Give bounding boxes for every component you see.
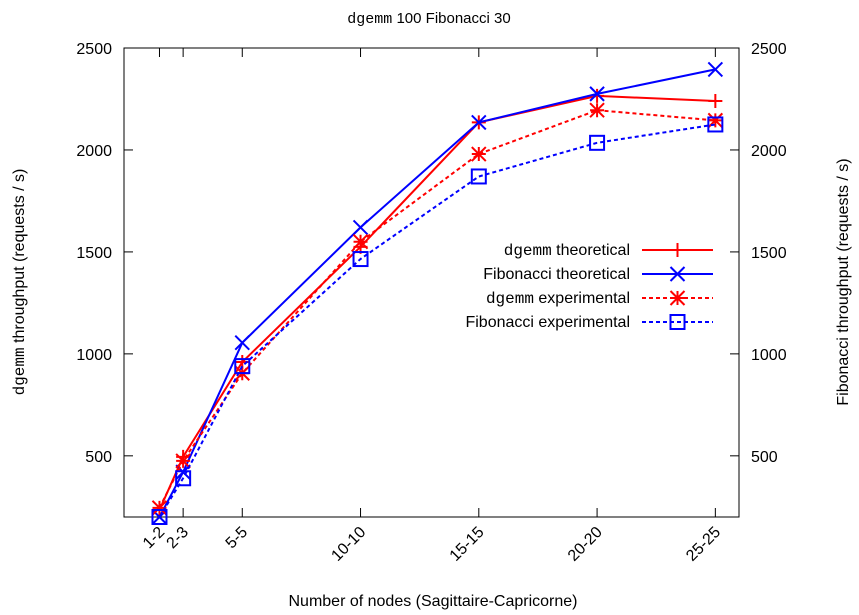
y-tick-label-left: 2500 <box>76 41 112 58</box>
series-line <box>158 109 716 509</box>
y-axis-label-left: dgemm throughput (requests / s) <box>11 169 29 396</box>
x-tick-label: 10-10 <box>328 524 369 565</box>
data-point <box>352 234 369 250</box>
data-point <box>589 134 606 151</box>
y-tick-label-left: 1000 <box>76 347 112 364</box>
y-tick-label-left: 500 <box>85 449 112 466</box>
series-layer <box>151 61 724 525</box>
series-3 <box>151 116 724 525</box>
y-tick-label-right: 2500 <box>751 41 787 58</box>
y-tick-label-left: 1500 <box>76 245 112 262</box>
legend-entry: dgemm experimental <box>486 290 713 308</box>
data-point <box>589 102 605 118</box>
plot-frame <box>123 47 740 518</box>
y-tick-label-left: 2000 <box>76 143 112 160</box>
data-point <box>151 500 168 516</box>
series-0 <box>152 88 723 517</box>
legend-marker <box>669 314 686 330</box>
legend-marker <box>669 266 686 282</box>
data-point <box>470 168 487 185</box>
data-point <box>471 114 487 131</box>
data-point <box>707 116 724 133</box>
y-axis-label-right: Fibonacci throughput (requests / s) <box>835 158 852 405</box>
data-point <box>234 358 251 375</box>
x-axis-label: Number of nodes (Sagittaire-Capricorne) <box>288 593 577 610</box>
data-point <box>352 219 369 236</box>
series-1 <box>151 61 724 525</box>
data-point <box>234 334 250 351</box>
y-tick-label-right: 2000 <box>751 143 787 160</box>
y-tick-label-right: 500 <box>751 449 778 466</box>
y-tick-label-right: 1000 <box>751 347 787 364</box>
x-tick-label: 25-25 <box>683 524 724 565</box>
legend-marker <box>670 243 685 257</box>
x-tick-label: 15-15 <box>447 524 488 565</box>
legend-marker <box>669 290 686 306</box>
data-point <box>589 86 605 102</box>
data-point <box>151 509 168 525</box>
data-point <box>175 453 191 469</box>
x-tick-label: 20-20 <box>565 524 606 565</box>
legend-label: dgemm experimental <box>486 290 630 308</box>
chart-title: dgemm 100 Fibonacci 30 <box>347 10 510 28</box>
data-point <box>175 470 192 487</box>
data-point <box>352 251 369 268</box>
series-line <box>158 123 716 518</box>
series-line <box>158 68 716 518</box>
legend-entry: Fibonacci experimental <box>465 314 713 331</box>
data-point <box>707 61 724 78</box>
legend-entry: Fibonacci theoretical <box>483 266 713 283</box>
x-tick-label: 5-5 <box>223 524 251 552</box>
data-point <box>708 94 723 109</box>
legend-label: Fibonacci experimental <box>465 314 630 331</box>
x-tick-label: 1-2 <box>140 524 168 552</box>
legend-label: dgemm theoretical <box>504 242 630 260</box>
legend-entry: dgemm theoretical <box>504 242 713 260</box>
data-point <box>707 112 724 129</box>
x-tick-label: 2-3 <box>164 524 192 552</box>
legend-label: Fibonacci theoretical <box>483 266 630 283</box>
y-tick-label-right: 1500 <box>751 245 787 262</box>
data-point <box>471 146 487 162</box>
legend: dgemm theoretical Fibonacci theoretical dg… <box>465 242 713 331</box>
